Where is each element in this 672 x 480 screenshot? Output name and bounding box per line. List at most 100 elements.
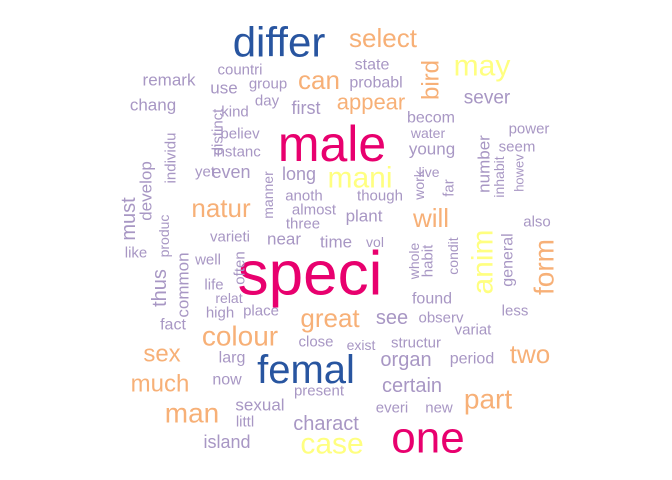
- cloud-word-instanc: instanc: [213, 144, 261, 161]
- cloud-word-almost: almost: [292, 202, 337, 219]
- cloud-word-island: island: [203, 432, 250, 452]
- cloud-word-will: will: [412, 203, 449, 233]
- cloud-word-sex: sex: [143, 341, 180, 368]
- cloud-word-speci: speci: [238, 240, 383, 309]
- cloud-word-plant: plant: [346, 207, 383, 226]
- cloud-word-produc: produc: [156, 215, 172, 258]
- cloud-word-often: often: [232, 251, 249, 284]
- cloud-word-general: general: [500, 233, 517, 286]
- cloud-word-high: high: [206, 305, 234, 322]
- cloud-word-far: far: [441, 179, 458, 197]
- cloud-word-femal: femal: [257, 348, 355, 392]
- cloud-word-howev: howev: [512, 154, 527, 192]
- cloud-word-number: number: [475, 135, 494, 193]
- cloud-word-varieti: varieti: [210, 229, 250, 246]
- cloud-word-power: power: [509, 121, 550, 138]
- cloud-word-structur: structur: [391, 335, 441, 352]
- cloud-word-natur: natur: [191, 193, 251, 223]
- cloud-word-colour: colour: [202, 321, 278, 352]
- cloud-word-two: two: [510, 339, 550, 369]
- cloud-word-first: first: [292, 98, 321, 118]
- cloud-word-well: well: [194, 252, 221, 269]
- cloud-word-charact: charact: [293, 413, 359, 435]
- cloud-word-must: must: [118, 197, 140, 241]
- cloud-word-inhabit: inhabit: [491, 156, 507, 197]
- cloud-word-three: three: [286, 216, 320, 233]
- cloud-word-organ: organ: [380, 349, 431, 371]
- cloud-word-less: less: [502, 303, 529, 320]
- cloud-word-thus: thus: [149, 269, 171, 307]
- cloud-word-seem: seem: [499, 139, 536, 156]
- cloud-word-may: may: [454, 50, 511, 83]
- cloud-word-condit: condit: [445, 237, 461, 274]
- cloud-word-select: select: [349, 23, 418, 53]
- cloud-word-near: near: [267, 230, 301, 249]
- cloud-word-even: even: [211, 162, 250, 182]
- cloud-word-work: work: [411, 169, 427, 201]
- cloud-word-can: can: [298, 65, 340, 95]
- cloud-word-see: see: [376, 307, 408, 329]
- cloud-word-vol: vol: [366, 234, 384, 250]
- cloud-word-mani: mani: [327, 162, 392, 195]
- cloud-word-sexual: sexual: [235, 396, 284, 415]
- cloud-word-man: man: [165, 398, 219, 429]
- cloud-word-male: male: [278, 116, 386, 172]
- cloud-word-use: use: [210, 79, 237, 98]
- cloud-word-much: much: [131, 371, 190, 398]
- cloud-word-develop: develop: [137, 161, 156, 221]
- cloud-word-long: long: [282, 164, 316, 184]
- cloud-word-exist: exist: [347, 337, 376, 353]
- cloud-word-fact: fact: [160, 317, 186, 334]
- cloud-word-relat: relat: [215, 290, 242, 306]
- cloud-word-present: present: [294, 383, 345, 400]
- cloud-word-sever: sever: [464, 88, 511, 109]
- cloud-word-differ: differ: [233, 19, 326, 66]
- cloud-word-everi: everi: [376, 400, 409, 417]
- cloud-word-bird: bird: [418, 60, 445, 100]
- cloud-word-found: found: [412, 291, 452, 308]
- cloud-word-chang: chang: [130, 96, 176, 115]
- cloud-word-probabl: probabl: [349, 75, 402, 92]
- cloud-word-habit: habit: [420, 244, 437, 277]
- cloud-word-young: young: [409, 140, 455, 159]
- cloud-word-period: period: [450, 351, 494, 368]
- cloud-word-close: close: [298, 334, 333, 351]
- cloud-word-larg: larg: [219, 350, 246, 367]
- cloud-word-appear: appear: [337, 90, 406, 115]
- cloud-word-littl: littl: [236, 414, 254, 431]
- cloud-word-time: time: [320, 233, 352, 252]
- cloud-word-countri: countri: [217, 62, 262, 79]
- cloud-word-case: case: [300, 428, 363, 461]
- cloud-word-believ: believ: [220, 126, 260, 143]
- cloud-word-distinct: distinct: [210, 108, 227, 156]
- cloud-word-variat: variat: [455, 322, 493, 339]
- cloud-word-certain: certain: [382, 375, 442, 397]
- cloud-word-remark: remark: [143, 71, 196, 90]
- cloud-word-form: form: [529, 239, 560, 295]
- cloud-word-group: group: [249, 76, 287, 93]
- cloud-word-anim: anim: [467, 229, 500, 294]
- cloud-word-part: part: [464, 384, 512, 415]
- cloud-word-individu: individu: [163, 133, 180, 184]
- cloud-word-common: common: [174, 252, 193, 317]
- cloud-word-state: state: [355, 57, 390, 74]
- cloud-word-though: though: [357, 188, 403, 205]
- cloud-word-great: great: [300, 303, 360, 333]
- cloud-word-manner: manner: [260, 171, 276, 219]
- cloud-word-one: one: [391, 414, 464, 463]
- cloud-word-water: water: [410, 125, 446, 141]
- cloud-word-live: live: [418, 164, 439, 180]
- cloud-word-yet: yet: [195, 164, 216, 181]
- cloud-word-kind: kind: [221, 104, 249, 121]
- cloud-word-becom: becom: [407, 110, 455, 127]
- cloud-word-life: life: [204, 277, 223, 294]
- cloud-word-new: new: [425, 400, 453, 417]
- cloud-word-like: like: [125, 245, 148, 262]
- cloud-word-day: day: [255, 93, 280, 110]
- cloud-word-anoth: anoth: [285, 188, 323, 205]
- cloud-word-whole: whole: [406, 243, 422, 281]
- cloud-word-also: also: [523, 214, 551, 231]
- cloud-word-place: place: [243, 303, 279, 320]
- cloud-word-now: now: [212, 372, 242, 389]
